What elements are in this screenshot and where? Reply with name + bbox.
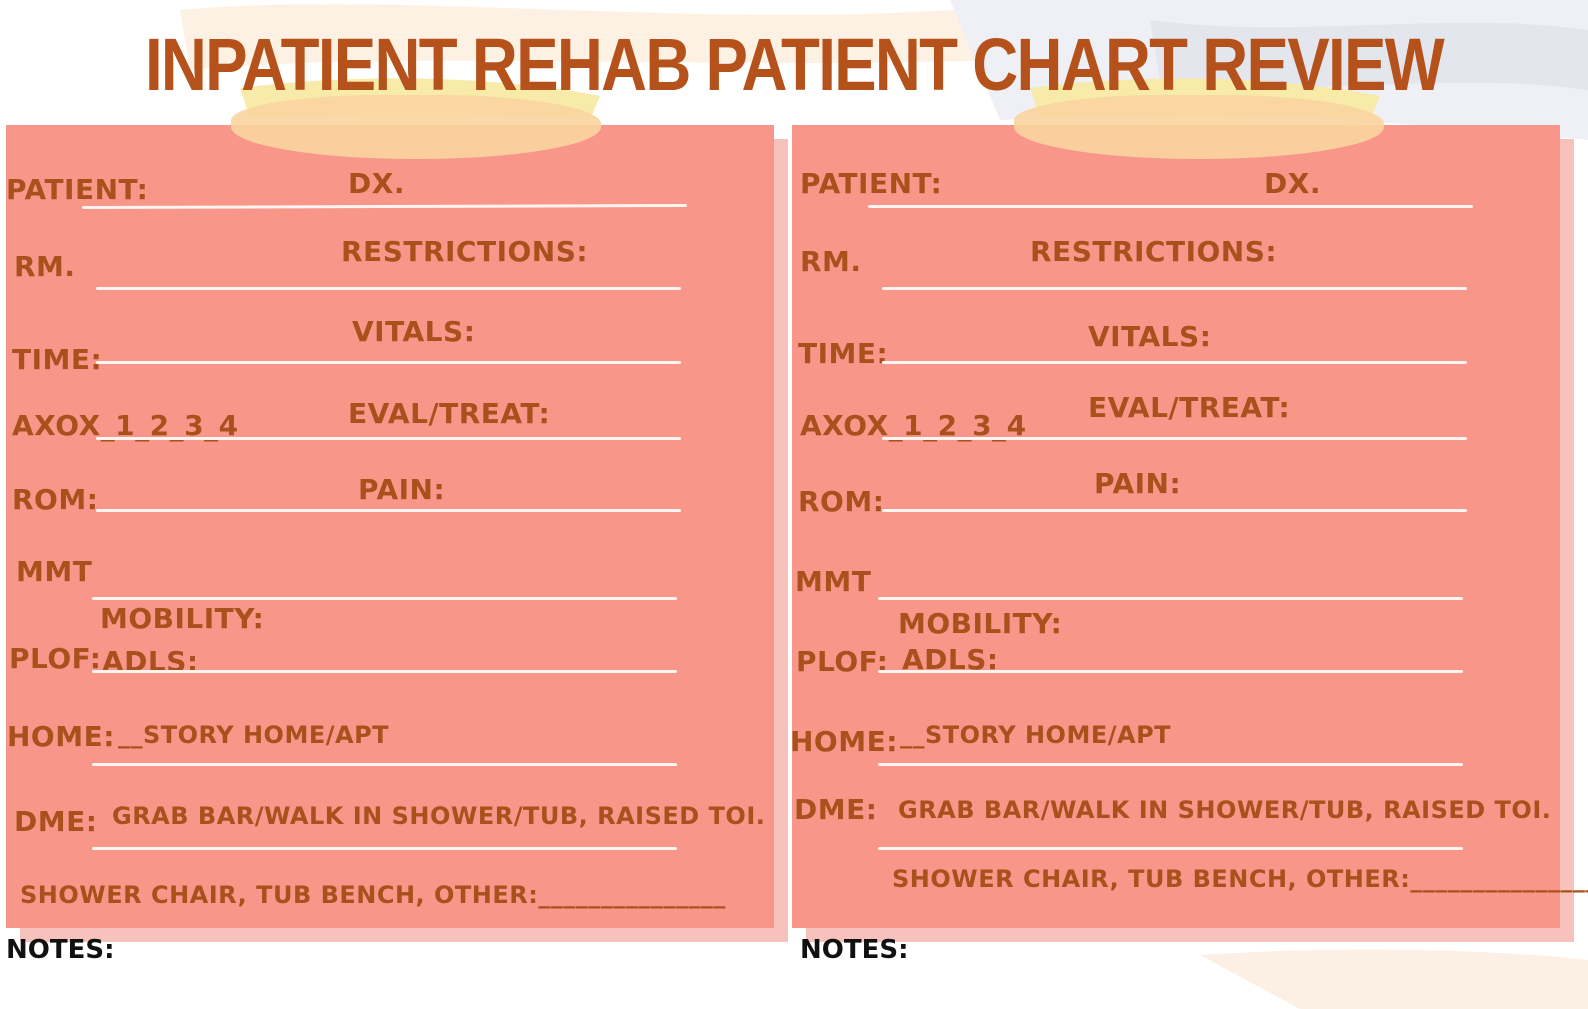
rm-line[interactable] <box>882 287 1467 290</box>
rom-label: ROM: <box>12 483 99 516</box>
tape-strip <box>231 95 601 159</box>
plof-label: PLOF: <box>796 645 889 678</box>
dme-more-options: SHOWER CHAIR, TUB BENCH, OTHER:_________… <box>20 881 726 909</box>
plof-line[interactable] <box>878 670 1463 673</box>
mmt-line[interactable] <box>92 597 677 600</box>
rm-label: RM. <box>800 245 862 278</box>
vitals-label: VITALS: <box>1088 320 1212 353</box>
patient-line[interactable] <box>81 203 688 210</box>
dme-more-options: SHOWER CHAIR, TUB BENCH, OTHER:_________… <box>892 865 1588 893</box>
eval-treat-label: EVAL/TREAT: <box>348 397 551 430</box>
pain-label: PAIN: <box>358 473 446 506</box>
axox-line[interactable] <box>882 437 1467 440</box>
notes-label-left: NOTES: <box>6 935 115 965</box>
dme-label: DME: <box>794 793 878 826</box>
plof-label: PLOF: <box>9 642 102 675</box>
dx-label: DX. <box>1264 167 1321 200</box>
patient-label: PATIENT: <box>800 167 943 200</box>
time-label: TIME: <box>12 343 103 376</box>
mobility-label: MOBILITY: <box>898 607 1063 640</box>
home-value: __STORY HOME/APT <box>900 721 1172 749</box>
rom-line[interactable] <box>96 509 681 512</box>
vitals-label: VITALS: <box>352 315 476 348</box>
restrictions-label: RESTRICTIONS: <box>341 235 589 268</box>
patient-label: PATIENT: <box>6 173 149 206</box>
rom-label: ROM: <box>798 485 885 518</box>
mmt-label: MMT <box>795 565 872 598</box>
time-line[interactable] <box>882 361 1467 364</box>
mobility-label: MOBILITY: <box>100 602 265 635</box>
adls-label: ADLS: <box>102 645 199 678</box>
home-line[interactable] <box>92 763 677 766</box>
plof-line[interactable] <box>92 670 677 673</box>
home-line[interactable] <box>878 763 1463 766</box>
restrictions-label: RESTRICTIONS: <box>1030 235 1278 268</box>
dme-value: GRAB BAR/WALK IN SHOWER/TUB, RAISED TOI. <box>898 796 1552 824</box>
tape-strip <box>1014 95 1384 159</box>
chart-card-right: PATIENT: DX. RM. RESTRICTIONS: TIME: VIT… <box>790 95 1588 942</box>
home-label: HOME: <box>7 720 115 753</box>
mmt-label: MMT <box>16 555 93 588</box>
home-label: HOME: <box>790 725 898 758</box>
dme-line[interactable] <box>878 847 1463 850</box>
axox-line[interactable] <box>96 437 681 440</box>
time-label: TIME: <box>798 337 889 370</box>
dme-value: GRAB BAR/WALK IN SHOWER/TUB, RAISED TOI. <box>112 802 766 830</box>
page-title: INPATIENT REHAB PATIENT CHART REVIEW <box>144 23 1445 106</box>
dme-line[interactable] <box>92 847 677 850</box>
patient-line[interactable] <box>868 205 1473 208</box>
notes-label-right: NOTES: <box>800 935 909 965</box>
dx-label: DX. <box>348 167 405 200</box>
pain-label: PAIN: <box>1094 467 1182 500</box>
home-value: __STORY HOME/APT <box>118 721 390 749</box>
dme-label: DME: <box>14 805 98 838</box>
axox-label: AXOX_1_2_3_4 <box>800 409 1027 442</box>
mmt-line[interactable] <box>878 597 1463 600</box>
rm-line[interactable] <box>96 287 681 290</box>
eval-treat-label: EVAL/TREAT: <box>1088 391 1291 424</box>
rom-line[interactable] <box>882 509 1467 512</box>
time-line[interactable] <box>96 361 681 364</box>
chart-card-left: PATIENT: DX. RM. RESTRICTIONS: TIME: VIT… <box>6 95 788 942</box>
rm-label: RM. <box>14 250 76 283</box>
axox-label: AXOX_1_2_3_4 <box>12 409 239 442</box>
